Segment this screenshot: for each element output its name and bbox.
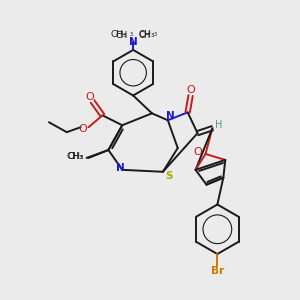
Text: CH₃: CH₃ [139,30,155,39]
Text: O: O [186,85,195,94]
Text: H: H [215,120,222,130]
Text: N: N [167,111,175,121]
Text: CH₃: CH₃ [111,30,128,39]
Text: CH: CH [139,31,151,40]
Text: O: O [85,92,94,101]
Text: Br: Br [211,266,224,276]
Text: $_3$: $_3$ [129,31,134,39]
Text: O: O [78,124,87,134]
Text: S: S [165,171,172,181]
Text: N: N [129,37,137,47]
Text: CH₃: CH₃ [66,152,82,161]
Text: $_3$: $_3$ [153,31,158,39]
Text: N: N [116,163,125,173]
Text: CH₃: CH₃ [68,152,85,161]
Text: O: O [193,147,202,157]
Text: CH: CH [115,31,128,40]
